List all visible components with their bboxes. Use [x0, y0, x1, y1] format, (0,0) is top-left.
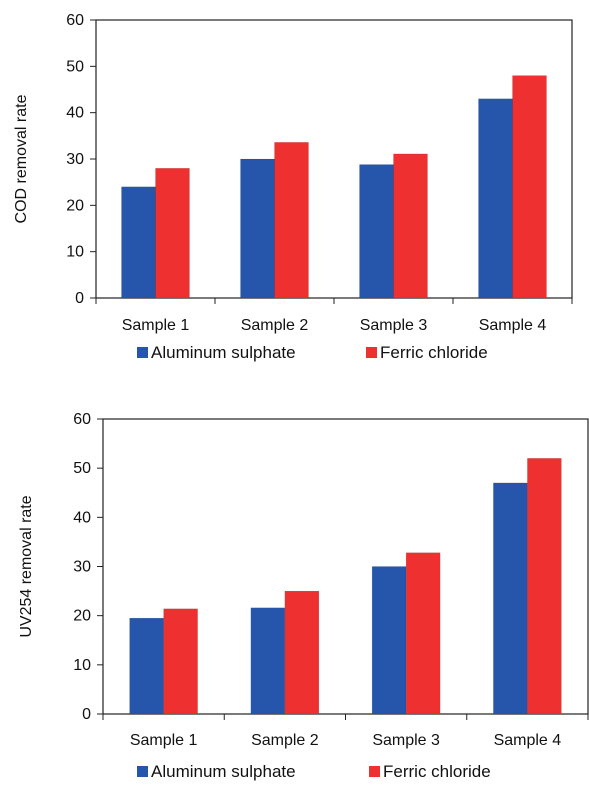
bar-aluminum-sulphate-3 [359, 164, 394, 299]
bar-ferric-chloride-1 [163, 608, 198, 715]
bar-aluminum-sulphate-4 [493, 482, 528, 715]
y-tick-label: 50 [66, 58, 84, 75]
bar-aluminum-sulphate-4 [478, 98, 513, 299]
y-tick-label: 10 [66, 244, 84, 261]
bar-aluminum-sulphate-1 [129, 617, 164, 715]
y-tick-label: 0 [82, 706, 91, 723]
x-category-label: Sample 2 [241, 317, 309, 334]
legend-label: Ferric chloride [383, 762, 491, 781]
legend-swatch-ferric-chloride [366, 347, 377, 358]
y-tick-label: 30 [73, 559, 91, 576]
legend-label: Ferric chloride [380, 343, 488, 362]
bar-ferric-chloride-1 [155, 168, 190, 299]
legend-swatch-aluminum-sulphate [137, 347, 148, 358]
bar-ferric-chloride-3 [393, 153, 428, 299]
x-category-label: Sample 2 [251, 732, 319, 749]
bar-ferric-chloride-2 [284, 590, 320, 715]
legend-swatch-ferric-chloride [369, 766, 380, 777]
y-tick-label: 20 [66, 197, 84, 214]
bar-ferric-chloride-4 [527, 458, 562, 715]
legend-swatch-aluminum-sulphate [137, 766, 148, 777]
y-axis-title: COD removal rate [13, 94, 30, 223]
x-category-label: Sample 4 [479, 317, 547, 334]
legend: Aluminum sulphate Ferric chloride [137, 762, 491, 781]
bar-ferric-chloride-3 [405, 552, 441, 715]
y-tick-label: 20 [73, 608, 91, 625]
x-category-label: Sample 3 [372, 732, 440, 749]
x-category-label: Sample 1 [130, 732, 198, 749]
x-category-label: Sample 1 [122, 317, 190, 334]
y-tick-label: 0 [75, 290, 84, 307]
y-tick-label: 50 [73, 460, 91, 477]
bar-aluminum-sulphate-1 [121, 186, 156, 299]
legend-label: Aluminum sulphate [151, 343, 296, 362]
legend-label: Aluminum sulphate [151, 762, 296, 781]
y-tick-label: 60 [66, 12, 84, 29]
x-category-label: Sample 4 [494, 732, 562, 749]
y-tick-label: 40 [73, 509, 91, 526]
chart-2: 0 10 20 30 40 50 60 Sample 1 Sample 2 Sample 3 Sam… [18, 411, 589, 781]
x-category-label: Sample 3 [360, 317, 428, 334]
y-tick-label: 40 [66, 105, 84, 122]
bar-aluminum-sulphate-2 [250, 607, 286, 715]
y-axis-title: UV254 removal rate [18, 495, 35, 637]
bar-aluminum-sulphate-3 [371, 566, 407, 715]
bar-ferric-chloride-4 [512, 75, 547, 299]
y-tick-label: 30 [66, 151, 84, 168]
bar-ferric-chloride-2 [274, 142, 309, 299]
y-tick-label: 60 [73, 411, 91, 428]
y-tick-label: 10 [73, 657, 91, 674]
chart-1: 0 10 20 30 40 50 60 Sample 1 Sample 2 Sample 3 Sam… [13, 12, 573, 362]
legend: Aluminum sulphate Ferric chloride [137, 343, 488, 362]
bar-aluminum-sulphate-2 [240, 158, 275, 299]
